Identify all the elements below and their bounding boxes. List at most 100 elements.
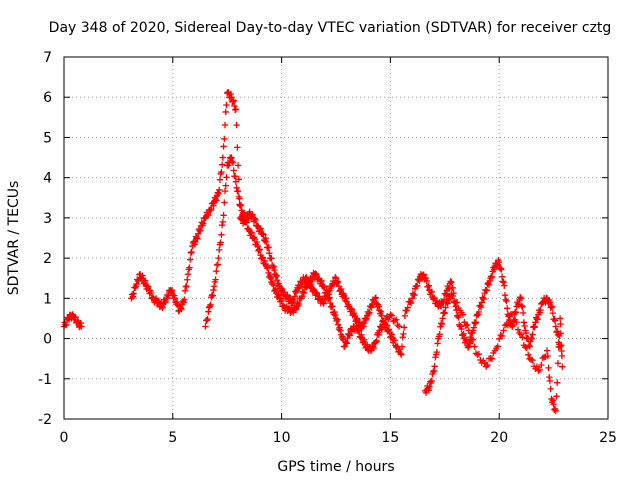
data-point <box>445 285 453 293</box>
data-point <box>210 283 218 290</box>
data-point <box>193 234 200 242</box>
data-point <box>205 212 212 219</box>
data-point <box>441 310 448 317</box>
data-point <box>72 314 79 321</box>
data-point <box>529 356 536 364</box>
grid-lines <box>64 57 608 419</box>
data-point <box>217 239 224 246</box>
data-point <box>551 317 559 324</box>
data-point <box>536 366 544 374</box>
data-point <box>215 190 222 197</box>
data-point <box>437 320 445 327</box>
data-point <box>305 282 313 289</box>
y-tick-label: 4 <box>43 171 52 187</box>
data-point <box>482 363 490 370</box>
data-point <box>378 312 385 319</box>
data-point <box>234 162 242 169</box>
y-tick-label: 5 <box>43 130 52 146</box>
data-point <box>224 90 231 97</box>
data-point <box>179 298 187 305</box>
data-point <box>240 210 248 217</box>
data-point <box>292 288 299 295</box>
data-point <box>501 282 508 289</box>
data-point <box>509 311 516 318</box>
data-point <box>223 174 230 181</box>
plot-frame <box>63 56 609 420</box>
data-point <box>498 266 505 273</box>
data-point <box>232 178 240 185</box>
data-point <box>325 295 332 302</box>
data-point <box>313 289 320 296</box>
x-tick-label: 0 <box>60 430 69 446</box>
data-point <box>361 319 368 327</box>
data-point <box>162 298 169 306</box>
data-point <box>346 332 353 339</box>
data-point <box>251 215 258 222</box>
x-axis-label: GPS time / hours <box>277 459 394 475</box>
data-point <box>291 293 298 300</box>
data-point <box>523 344 530 352</box>
data-point <box>221 121 229 129</box>
data-point <box>516 329 523 337</box>
data-point <box>205 308 212 315</box>
data-point <box>433 348 441 356</box>
data-point <box>547 385 554 393</box>
data-point <box>337 287 344 294</box>
data-point <box>504 322 512 329</box>
data-point <box>144 283 152 290</box>
data-point <box>550 401 557 408</box>
chart-title: Day 348 of 2020, Sidereal Day-to-day VTE… <box>49 20 612 36</box>
data-point <box>393 344 400 351</box>
data-point <box>256 246 264 253</box>
data-point <box>231 172 239 180</box>
data-point <box>331 308 338 316</box>
data-point <box>197 227 204 234</box>
data-point <box>219 218 227 226</box>
data-point <box>358 331 365 338</box>
data-point <box>321 283 328 291</box>
data-point <box>422 274 430 282</box>
data-point <box>210 286 217 294</box>
data-point <box>298 293 306 300</box>
data-point <box>261 237 269 245</box>
data-point <box>513 318 520 326</box>
y-tick-label: 3 <box>43 211 52 227</box>
data-point <box>520 319 528 326</box>
data-point <box>313 271 320 278</box>
data-point <box>234 144 241 151</box>
data-point <box>268 255 275 262</box>
data-point <box>219 154 227 161</box>
data-point <box>388 331 396 338</box>
data-point <box>256 226 264 234</box>
data-point <box>460 330 467 337</box>
data-point <box>372 338 380 346</box>
data-point <box>208 205 215 213</box>
data-point <box>213 197 220 204</box>
data-point <box>528 335 536 343</box>
data-point <box>356 327 363 335</box>
data-point <box>437 302 445 310</box>
data-point <box>455 314 462 321</box>
data-point <box>473 312 480 319</box>
data-point <box>425 387 433 394</box>
data-point <box>548 395 555 403</box>
data-point <box>218 231 225 239</box>
x-tick-label: 15 <box>381 430 399 446</box>
data-point <box>472 319 480 326</box>
data-point <box>332 274 339 281</box>
data-point <box>406 298 414 306</box>
data-point <box>469 336 477 343</box>
data-point <box>488 273 496 281</box>
x-tick-label: 25 <box>599 430 617 446</box>
data-point <box>310 285 317 293</box>
data-point <box>366 309 373 316</box>
data-point <box>216 176 224 183</box>
data-point <box>194 230 202 238</box>
data-point <box>496 335 503 343</box>
data-point <box>434 340 441 347</box>
data-point <box>488 273 495 280</box>
data-point <box>303 273 310 281</box>
data-point <box>429 368 437 376</box>
data-point <box>411 291 418 299</box>
